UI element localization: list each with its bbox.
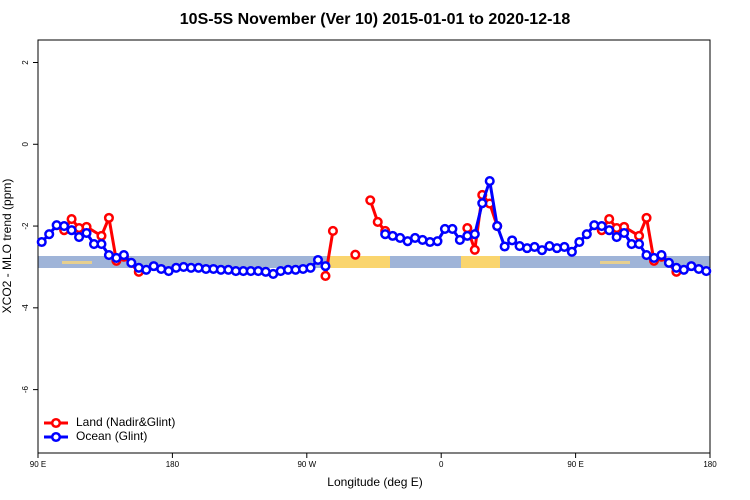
- point: [477, 198, 488, 209]
- y-tick-label: -4: [21, 304, 30, 312]
- point: [559, 241, 570, 252]
- point: [492, 221, 503, 232]
- point: [619, 227, 630, 239]
- point: [507, 235, 518, 246]
- point: [663, 257, 674, 268]
- legend-marker: [50, 417, 62, 429]
- point: [634, 238, 645, 250]
- point: [44, 229, 55, 240]
- point: [96, 230, 107, 241]
- point: [141, 264, 152, 275]
- point: [604, 225, 615, 236]
- y-tick-label: -6: [21, 386, 30, 394]
- point: [305, 262, 316, 273]
- x-axis-label: Longitude (deg E): [327, 475, 422, 489]
- point: [641, 212, 652, 223]
- point: [634, 230, 645, 241]
- point: [96, 238, 107, 250]
- land-strip: [330, 256, 390, 268]
- legend-label: Ocean (Glint): [76, 429, 147, 443]
- point: [81, 227, 92, 239]
- legend-marker: [50, 431, 62, 443]
- point: [118, 250, 129, 261]
- island-strip: [62, 261, 92, 264]
- point: [454, 234, 465, 246]
- point: [581, 229, 592, 240]
- legend-label: Land (Nadir&Glint): [76, 415, 175, 429]
- x-tick-label: 0: [439, 460, 444, 469]
- point: [66, 214, 77, 225]
- point: [536, 245, 548, 256]
- point: [566, 246, 577, 257]
- point: [611, 232, 622, 243]
- point: [469, 244, 480, 255]
- x-tick-label: 180: [703, 460, 717, 469]
- point: [469, 229, 480, 240]
- point: [604, 214, 615, 225]
- x-tick-label: 90 E: [567, 460, 583, 469]
- x-tick-label: 180: [166, 460, 180, 469]
- x-tick-label: 90 W: [297, 460, 316, 469]
- point: [365, 195, 376, 206]
- point: [103, 212, 114, 223]
- point: [320, 270, 331, 281]
- point: [74, 232, 85, 243]
- land-strip: [461, 256, 500, 268]
- point: [656, 250, 667, 261]
- point: [447, 223, 458, 234]
- point: [596, 221, 607, 232]
- point: [327, 225, 338, 237]
- point: [701, 265, 712, 277]
- y-tick-label: -2: [21, 222, 30, 230]
- point: [312, 254, 324, 266]
- point: [126, 257, 137, 268]
- point: [484, 176, 495, 187]
- y-axis-label: XCO2 - MLO trend (ppm): [0, 179, 14, 314]
- y-tick-label: 0: [21, 141, 30, 146]
- point: [36, 236, 47, 248]
- point: [432, 236, 443, 247]
- x-tick-label: 90 E: [30, 460, 46, 469]
- point: [678, 264, 689, 275]
- chart-title: 10S-5S November (Ver 10) 2015-01-01 to 2…: [180, 11, 571, 28]
- point: [66, 225, 77, 236]
- island-strip: [600, 261, 630, 264]
- y-tick-label: 2: [21, 60, 30, 65]
- point: [574, 236, 585, 248]
- point: [462, 223, 473, 234]
- point: [372, 216, 383, 228]
- point: [320, 261, 331, 272]
- plot-frame: [37, 39, 711, 454]
- point: [499, 241, 510, 252]
- point: [350, 249, 361, 260]
- point: [59, 221, 70, 232]
